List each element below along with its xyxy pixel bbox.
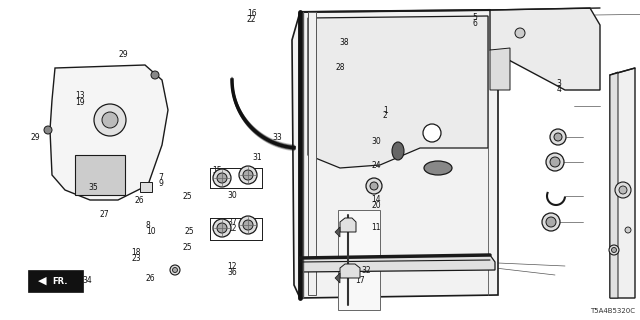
Text: 12: 12: [227, 224, 237, 233]
Text: 22: 22: [247, 15, 256, 24]
Text: 25: 25: [184, 227, 194, 236]
Text: 27: 27: [99, 210, 109, 219]
Text: 34: 34: [82, 276, 92, 285]
Text: 33: 33: [272, 133, 282, 142]
Polygon shape: [340, 218, 356, 232]
Bar: [140, 182, 152, 192]
Text: 25: 25: [182, 243, 192, 252]
Circle shape: [151, 71, 159, 79]
Circle shape: [366, 178, 382, 194]
Text: 26: 26: [146, 274, 156, 283]
Circle shape: [515, 28, 525, 38]
Text: 16: 16: [246, 9, 257, 18]
Circle shape: [554, 133, 562, 141]
Circle shape: [609, 245, 619, 255]
Polygon shape: [308, 16, 488, 168]
Text: 19: 19: [76, 98, 85, 107]
Polygon shape: [490, 8, 600, 90]
Text: 12: 12: [227, 262, 237, 271]
Bar: [28, 270, 83, 292]
Text: 30: 30: [227, 191, 237, 200]
Text: 4: 4: [557, 85, 562, 94]
Text: 29: 29: [31, 133, 40, 142]
Circle shape: [217, 173, 227, 183]
Text: ◀: ◀: [38, 276, 47, 286]
Circle shape: [550, 157, 560, 167]
Text: 9: 9: [159, 179, 164, 188]
Polygon shape: [308, 12, 316, 295]
Text: 7: 7: [159, 173, 164, 182]
Polygon shape: [340, 264, 360, 278]
Circle shape: [239, 166, 257, 184]
Text: 25: 25: [182, 192, 192, 201]
Text: 6: 6: [472, 19, 477, 28]
Circle shape: [44, 126, 52, 134]
Circle shape: [173, 268, 177, 273]
Circle shape: [243, 220, 253, 230]
Circle shape: [217, 223, 227, 233]
Circle shape: [213, 169, 231, 187]
Ellipse shape: [392, 142, 404, 160]
Text: 38: 38: [340, 38, 349, 47]
Text: 24: 24: [371, 161, 381, 170]
Circle shape: [619, 186, 627, 194]
Text: 20: 20: [371, 201, 381, 210]
Polygon shape: [490, 48, 510, 90]
Text: 3: 3: [557, 79, 562, 88]
Text: 30: 30: [371, 137, 381, 146]
Text: 29: 29: [118, 50, 129, 59]
Circle shape: [423, 124, 441, 142]
Circle shape: [546, 153, 564, 171]
Ellipse shape: [424, 161, 452, 175]
Circle shape: [625, 227, 631, 233]
Polygon shape: [75, 155, 125, 195]
Text: 1: 1: [383, 106, 387, 115]
Polygon shape: [292, 10, 498, 298]
Circle shape: [542, 213, 560, 231]
Circle shape: [213, 219, 231, 237]
Text: 17: 17: [355, 276, 365, 285]
Text: 13: 13: [76, 91, 85, 100]
Text: 21: 21: [212, 172, 222, 181]
Circle shape: [170, 265, 180, 275]
Text: FR.: FR.: [52, 276, 67, 285]
Circle shape: [102, 112, 118, 128]
Circle shape: [615, 182, 631, 198]
Text: 32: 32: [362, 266, 371, 275]
Text: 14: 14: [371, 195, 381, 204]
Polygon shape: [335, 227, 340, 237]
Polygon shape: [335, 273, 340, 283]
Text: 5: 5: [472, 13, 477, 22]
Text: 26: 26: [134, 196, 144, 205]
Text: 8: 8: [146, 221, 150, 230]
Bar: [338, 210, 380, 310]
Text: T5A4B5320C: T5A4B5320C: [590, 308, 635, 314]
Circle shape: [239, 216, 257, 234]
Polygon shape: [300, 255, 495, 272]
Text: 35: 35: [88, 183, 98, 192]
Circle shape: [94, 104, 126, 136]
Polygon shape: [610, 72, 618, 298]
Circle shape: [611, 247, 616, 252]
Text: 15: 15: [212, 166, 222, 175]
Circle shape: [370, 182, 378, 190]
Polygon shape: [50, 65, 168, 200]
Circle shape: [546, 217, 556, 227]
Text: 31: 31: [253, 153, 262, 162]
Circle shape: [243, 170, 253, 180]
Text: 36: 36: [227, 268, 237, 277]
Text: 18: 18: [131, 248, 141, 257]
Text: 11: 11: [371, 223, 381, 232]
Circle shape: [550, 129, 566, 145]
Polygon shape: [610, 68, 635, 298]
Text: 10: 10: [146, 227, 156, 236]
Text: 28: 28: [336, 63, 346, 72]
Text: 23: 23: [131, 254, 141, 263]
Text: 2: 2: [383, 111, 387, 120]
Text: 37: 37: [227, 218, 237, 227]
